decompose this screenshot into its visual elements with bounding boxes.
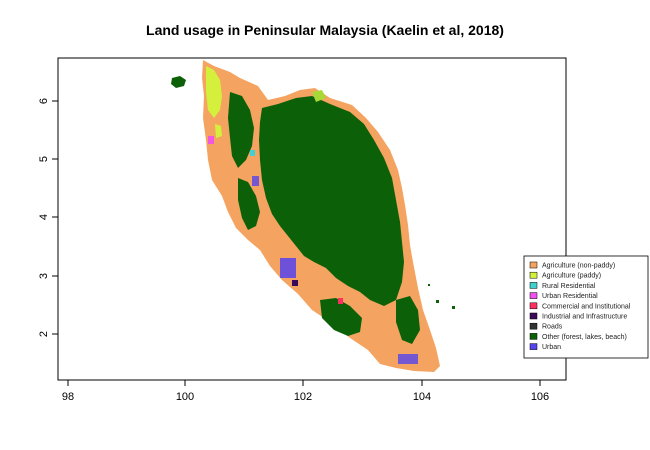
- y-axis: 2 3 4 5 6: [38, 98, 59, 337]
- forest-patch-north: [228, 92, 254, 168]
- paddy-patch-2: [215, 124, 222, 138]
- legend-swatch: [529, 282, 538, 289]
- commercial-spot: [338, 298, 343, 304]
- peninsula-map: [171, 60, 455, 372]
- x-tick-label: 102: [294, 391, 312, 403]
- legend-label: Industrial and Infrastructure: [542, 314, 627, 321]
- x-tick-label: 100: [176, 391, 194, 403]
- island-east-1: [436, 300, 439, 303]
- y-tick-label: 4: [38, 214, 50, 220]
- x-tick-label: 106: [531, 391, 549, 403]
- y-tick-label: 2: [38, 331, 50, 337]
- legend: Agriculture (non-paddy) Agriculture (padd…: [523, 255, 649, 359]
- legend-swatch: [529, 343, 538, 350]
- urban-johor-bahru: [398, 354, 418, 364]
- forest-main: [259, 96, 404, 306]
- urban-penang: [208, 136, 214, 144]
- x-tick-label: 98: [62, 391, 74, 403]
- legend-label: Roads: [542, 324, 563, 331]
- forest-patch-se: [396, 296, 420, 344]
- legend-swatch: [529, 312, 538, 320]
- paddy-region: [206, 66, 222, 118]
- legend-swatch: [529, 292, 538, 299]
- island-east-3: [428, 284, 430, 286]
- legend-swatch: [529, 322, 538, 330]
- legend-swatch: [529, 302, 538, 310]
- rural-residential-spot: [250, 150, 255, 156]
- island-langkawi: [171, 76, 186, 88]
- legend-swatch: [529, 333, 538, 340]
- x-axis: 98 100 102 104 106: [62, 379, 549, 403]
- island-east-2: [452, 306, 455, 309]
- legend-box: [523, 255, 649, 359]
- map-title: Land usage in Peninsular Malaysia (Kaeli…: [146, 22, 504, 38]
- urban-kuala-lumpur: [280, 258, 296, 278]
- y-tick-label: 5: [38, 156, 50, 162]
- urban-ipoh: [252, 176, 259, 186]
- industrial-spot: [292, 280, 298, 286]
- y-tick-label: 3: [38, 273, 50, 279]
- legend-label: Urban Residential: [542, 293, 598, 300]
- forest-patch-west: [238, 178, 260, 230]
- legend-label: Agriculture (paddy): [542, 273, 601, 280]
- paddy-patch-ne: [312, 90, 326, 102]
- legend-label: Rural Residential: [542, 283, 596, 290]
- legend-label: Other (forest, lakes, beach): [542, 334, 627, 341]
- x-tick-label: 104: [413, 391, 431, 403]
- y-tick-label: 6: [38, 98, 50, 104]
- legend-label: Urban: [542, 344, 561, 351]
- legend-label: Commercial and Institutional: [542, 303, 631, 310]
- legend-swatch: [529, 261, 538, 269]
- legend-label: Agriculture (non-paddy): [542, 263, 615, 270]
- legend-swatch: [529, 271, 538, 279]
- forest-patch-south: [320, 298, 362, 336]
